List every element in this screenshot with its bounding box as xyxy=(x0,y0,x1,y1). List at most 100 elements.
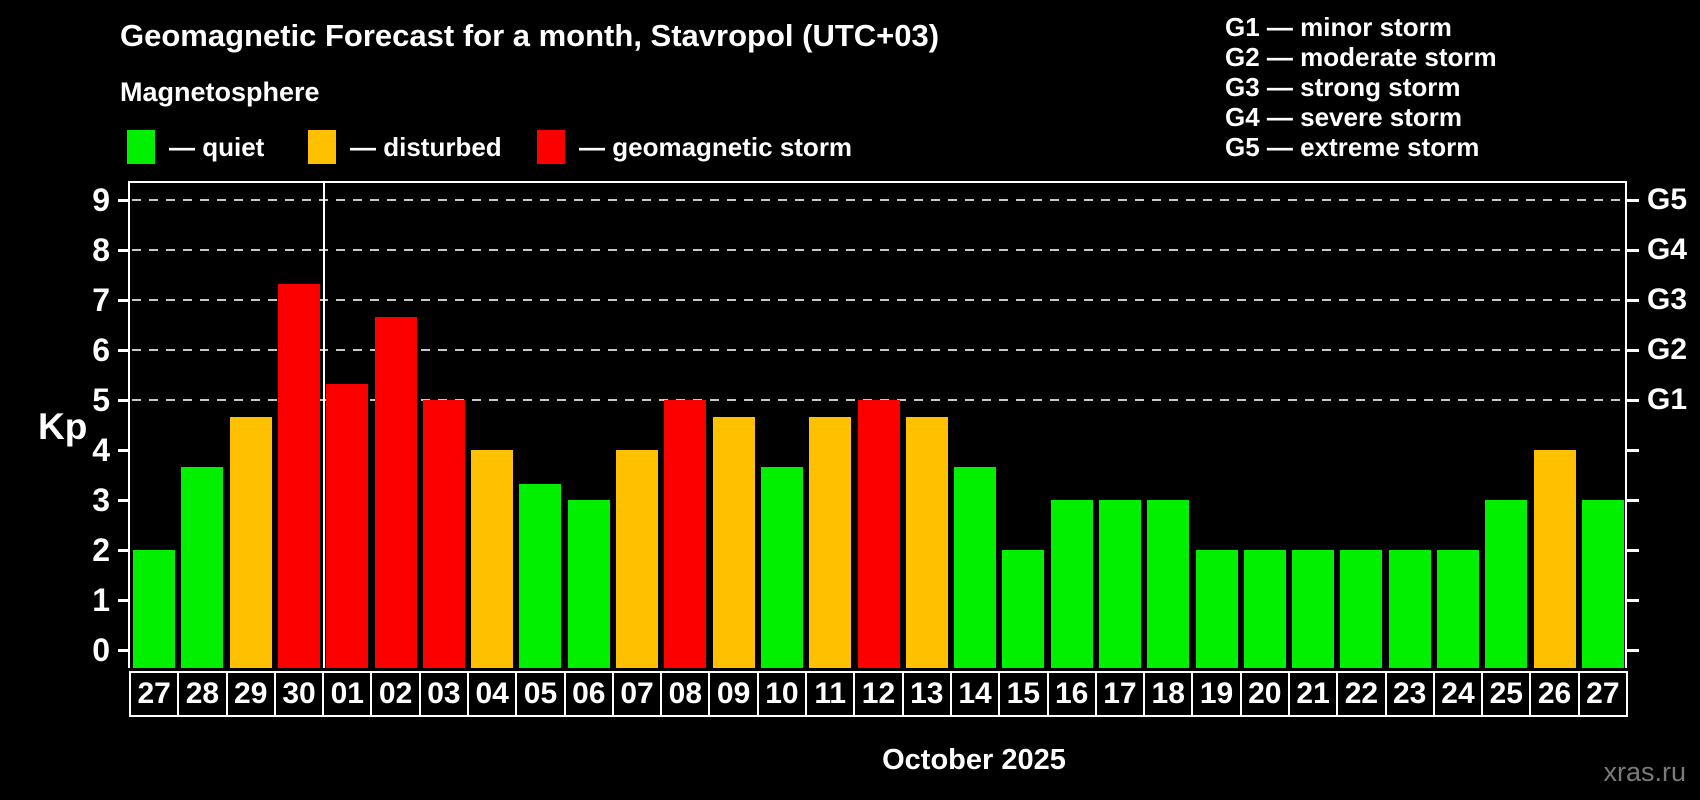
day-label-box: 14 xyxy=(949,671,1001,717)
y-axis-label-5: 5 xyxy=(92,382,110,418)
g-axis-label-G2: G2 xyxy=(1647,333,1688,366)
day-label-box: 09 xyxy=(708,671,759,717)
bar-19-day-16 xyxy=(1050,500,1093,668)
y-axis-tick-right-5 xyxy=(1627,399,1639,402)
g-legend-line-2: G2 — moderate storm xyxy=(1225,42,1497,72)
day-label-box: 20 xyxy=(1239,671,1290,717)
day-label-box: 29 xyxy=(225,671,276,717)
y-axis-tick-right-2 xyxy=(1627,549,1639,552)
legend-label-disturbed: — disturbed xyxy=(350,131,502,162)
gridline-kp6 xyxy=(132,349,1627,351)
y-axis-label-7: 7 xyxy=(92,282,110,318)
y-axis-label-4: 4 xyxy=(92,432,110,468)
g-axis-label-G3: G3 xyxy=(1647,283,1688,316)
g-axis-label-G4: G4 xyxy=(1647,233,1688,266)
g-axis-label-G5: G5 xyxy=(1647,183,1688,216)
y-axis-tick-left-9 xyxy=(118,199,130,202)
bar-25-day-22 xyxy=(1340,550,1383,668)
y-axis-tick-left-6 xyxy=(118,349,130,352)
day-label-box: 01 xyxy=(322,671,373,717)
bar-20-day-17 xyxy=(1098,500,1141,668)
legend-label-storm: — geomagnetic storm xyxy=(579,131,853,162)
y-axis-label-1: 1 xyxy=(92,582,110,618)
bar-14-day-11 xyxy=(809,416,852,668)
g-legend-line-3: G3 — strong storm xyxy=(1225,72,1461,102)
bar-6-day-03 xyxy=(422,400,465,668)
day-label-box: 23 xyxy=(1384,671,1435,717)
bar-21-day-18 xyxy=(1147,500,1190,668)
gridline-kp8 xyxy=(132,249,1627,251)
day-label-box: 16 xyxy=(1046,671,1097,717)
day-label-box: 07 xyxy=(611,671,663,717)
day-label-box: 27 xyxy=(1577,671,1628,717)
bar-24-day-21 xyxy=(1292,550,1335,668)
day-label-box: 08 xyxy=(660,671,711,717)
y-axis-tick-left-4 xyxy=(118,449,130,452)
day-label-box: 10 xyxy=(756,671,808,717)
g-legend-line-5: G5 — extreme storm xyxy=(1225,132,1480,162)
bar-1-day-28 xyxy=(181,466,224,668)
y-axis-tick-left-3 xyxy=(118,499,130,502)
day-label-box: 06 xyxy=(563,671,614,717)
bar-22-day-19 xyxy=(1195,550,1238,668)
y-axis-tick-left-7 xyxy=(118,299,130,302)
watermark: xras.ru xyxy=(1603,757,1686,787)
legend-swatch-storm xyxy=(537,130,565,164)
bar-10-day-07 xyxy=(616,450,659,668)
y-axis-label-0: 0 xyxy=(92,632,110,668)
bar-28-day-25 xyxy=(1485,500,1528,668)
day-label-box: 03 xyxy=(418,671,470,717)
day-label-box: 02 xyxy=(370,671,421,717)
chart-title: Geomagnetic Forecast for a month, Stavro… xyxy=(120,18,940,53)
bar-9-day-06 xyxy=(567,500,610,668)
y-axis-tick-right-4 xyxy=(1627,449,1639,452)
bar-29-day-26 xyxy=(1533,450,1576,668)
day-label-box: 26 xyxy=(1529,671,1580,717)
legend-swatch-disturbed xyxy=(308,130,336,164)
y-axis-tick-left-5 xyxy=(118,399,130,402)
day-label-box: 18 xyxy=(1143,671,1194,717)
y-axis-label-9: 9 xyxy=(92,182,110,218)
day-label-box: 27 xyxy=(129,671,180,717)
g-scale-legend: G1 — minor storm G2 — moderate storm G3 — … xyxy=(1225,12,1497,162)
y-axis-tick-right-1 xyxy=(1627,599,1639,602)
g-legend-line-1: G1 — minor storm xyxy=(1225,12,1452,42)
day-label-box: 19 xyxy=(1191,671,1242,717)
bar-13-day-10 xyxy=(760,466,803,668)
y-axis-tick-left-2 xyxy=(118,549,130,552)
y-axis-tick-right-7 xyxy=(1627,299,1639,302)
plot-frame xyxy=(128,181,1627,668)
y-axis-label-6: 6 xyxy=(92,332,110,368)
bar-3-day-30 xyxy=(278,283,321,668)
bar-16-day-13 xyxy=(905,416,948,668)
bar-30-day-27 xyxy=(1581,500,1624,668)
y-axis-tick-left-0 xyxy=(118,649,130,652)
legend-swatch-quiet xyxy=(127,130,155,164)
y-axis-tick-right-6 xyxy=(1627,349,1639,352)
g-axis-label-G1: G1 xyxy=(1647,383,1688,416)
y-axis-tick-right-9 xyxy=(1627,199,1639,202)
y-axis-tick-right-3 xyxy=(1627,499,1639,502)
day-label-box: 28 xyxy=(177,671,228,717)
y-axis-tick-left-1 xyxy=(118,599,130,602)
bar-11-day-08 xyxy=(664,400,707,668)
bar-12-day-09 xyxy=(712,416,755,668)
chart-subtitle: Magnetosphere xyxy=(120,77,320,107)
legend-item-quiet: — quiet xyxy=(127,130,264,164)
bar-0-day-27 xyxy=(133,550,176,668)
bar-18-day-15 xyxy=(1002,550,1045,668)
day-label-box: 30 xyxy=(273,671,325,717)
day-label-box: 21 xyxy=(1287,671,1339,717)
day-label-box: 15 xyxy=(998,671,1049,717)
y-axis-tick-right-0 xyxy=(1627,649,1639,652)
legend-item-disturbed: — disturbed xyxy=(308,130,502,164)
day-label-box: 24 xyxy=(1432,671,1484,717)
day-label-box: 17 xyxy=(1094,671,1146,717)
y-axis-label-8: 8 xyxy=(92,232,110,268)
day-label-box: 25 xyxy=(1481,671,1532,717)
y-axis-tick-left-8 xyxy=(118,249,130,252)
bar-17-day-14 xyxy=(954,466,997,668)
bar-7-day-04 xyxy=(471,450,514,668)
legend-item-storm: — geomagnetic storm xyxy=(537,130,852,164)
